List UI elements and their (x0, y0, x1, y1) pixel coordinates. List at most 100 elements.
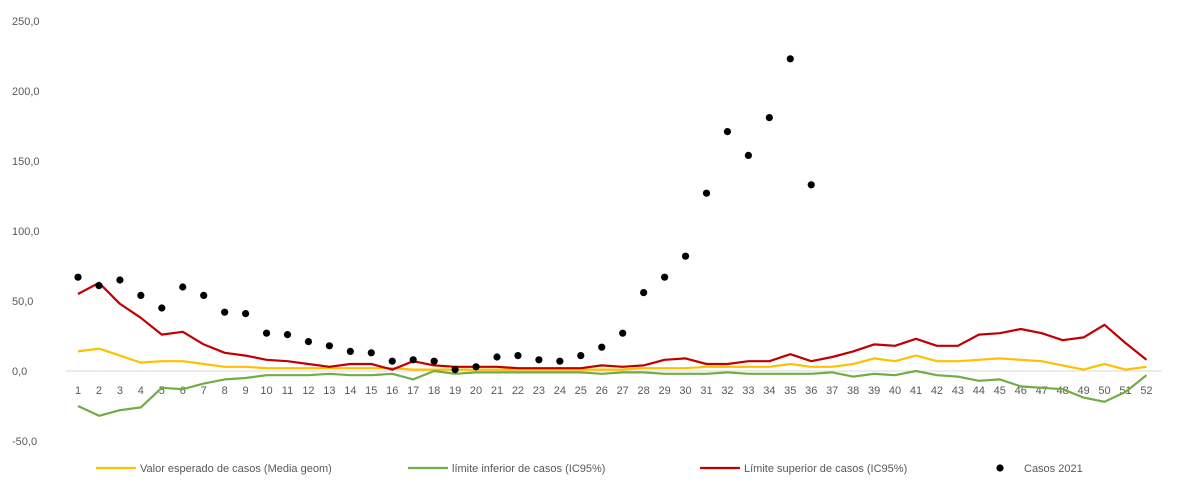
data-point (786, 55, 794, 63)
y-tick-label: 50,0 (12, 296, 33, 308)
x-tick-label: 49 (1077, 385, 1089, 397)
data-point (388, 357, 396, 365)
x-tick-label: 23 (533, 385, 545, 397)
x-tick-label: 16 (386, 385, 398, 397)
x-tick-label: 2 (96, 385, 102, 397)
x-tick-label: 14 (344, 385, 356, 397)
data-point (577, 352, 585, 360)
data-point (598, 343, 606, 351)
x-tick-label: 37 (826, 385, 838, 397)
data-point (451, 366, 459, 374)
data-point (179, 283, 187, 291)
legend-label-1: límite inferior de casos (IC95%) (452, 463, 605, 475)
x-tick-label: 33 (742, 385, 754, 397)
x-tick-label: 34 (763, 385, 775, 397)
x-tick-label: 50 (1098, 385, 1110, 397)
data-point (158, 304, 166, 312)
y-tick-label: 100,0 (12, 226, 40, 238)
data-point (514, 352, 522, 360)
data-point (367, 349, 375, 357)
x-tick-label: 12 (302, 385, 314, 397)
x-tick-label: 31 (700, 385, 712, 397)
data-point (681, 252, 690, 260)
series-lines (77, 281, 1148, 417)
data-point (409, 356, 417, 364)
x-tick-label: 30 (679, 385, 691, 397)
x-tick-label: 32 (721, 385, 733, 397)
y-tick-label: 250,0 (12, 16, 40, 28)
data-point (95, 282, 103, 290)
x-tick-label: 38 (847, 385, 859, 397)
x-tick-label: 9 (243, 385, 249, 397)
y-axis-ticks: 250,0 200,0 150,0 100,0 50,0 0,0 -50,0 (12, 16, 40, 448)
data-point (493, 353, 501, 361)
x-tick-label: 8 (222, 385, 228, 397)
x-axis-ticks: 1 2 3 4 5 6 7 8 9 10 11 12 13 14 15 16 17 18 19 20 21 22 23 24 2… (75, 385, 1153, 397)
series-line-2 (77, 281, 1148, 371)
legend-swatch-3 (996, 464, 1004, 472)
data-point (535, 356, 543, 364)
y-tick-label: -50,0 (12, 436, 37, 448)
data-point (304, 338, 313, 346)
x-tick-label: 39 (868, 385, 880, 397)
x-tick-label: 29 (658, 385, 670, 397)
x-tick-label: 46 (1015, 385, 1027, 397)
x-tick-label: 19 (449, 385, 461, 397)
x-tick-label: 42 (931, 385, 943, 397)
data-point (137, 291, 145, 299)
data-point (325, 342, 333, 350)
x-tick-label: 6 (180, 385, 186, 397)
x-tick-label: 24 (554, 385, 566, 397)
x-tick-label: 11 (282, 385, 293, 397)
x-tick-label: 17 (407, 385, 419, 397)
data-point (661, 273, 669, 281)
y-tick-label: 150,0 (12, 156, 40, 168)
x-tick-label: 40 (889, 385, 901, 397)
data-point (807, 181, 815, 189)
x-tick-label: 27 (617, 385, 629, 397)
x-tick-label: 10 (260, 385, 272, 397)
x-tick-label: 22 (512, 385, 524, 397)
legend: Valor esperado de casos (Media geom) lími… (96, 463, 1083, 475)
data-point (619, 329, 627, 337)
data-point (262, 329, 271, 337)
series-line-1 (77, 369, 1148, 417)
x-tick-label: 35 (784, 385, 796, 397)
data-point (200, 291, 208, 299)
data-point (346, 347, 354, 355)
y-tick-label: 0,0 (12, 366, 27, 378)
legend-label-3: Casos 2021 (1024, 463, 1083, 475)
x-tick-label: 7 (201, 385, 207, 397)
data-point (640, 289, 648, 297)
data-point (221, 308, 229, 316)
x-tick-label: 13 (323, 385, 335, 397)
x-tick-label: 21 (491, 385, 503, 397)
x-tick-label: 20 (470, 385, 482, 397)
x-tick-label: 25 (575, 385, 587, 397)
legend-label-0: Valor esperado de casos (Media geom) (140, 463, 332, 475)
x-tick-label: 18 (428, 385, 440, 397)
series-line-0 (77, 347, 1147, 371)
data-point (430, 357, 438, 365)
data-point (242, 310, 250, 318)
x-tick-label: 5 (159, 385, 165, 397)
data-point (472, 363, 480, 371)
x-tick-label: 44 (973, 385, 985, 397)
x-tick-label: 43 (952, 385, 964, 397)
data-point (74, 273, 82, 281)
data-point (702, 189, 711, 197)
data-point (744, 151, 753, 159)
x-tick-label: 15 (365, 385, 377, 397)
y-tick-label: 200,0 (12, 86, 40, 98)
data-point (723, 128, 732, 136)
x-tick-label: 45 (994, 385, 1006, 397)
x-tick-label: 36 (805, 385, 817, 397)
data-point (556, 357, 564, 365)
legend-label-2: Límite superior de casos (IC95%) (744, 463, 907, 475)
x-tick-label: 41 (910, 385, 922, 397)
x-tick-label: 3 (117, 385, 123, 397)
x-tick-label: 1 (75, 385, 81, 397)
x-tick-label: 4 (138, 385, 144, 397)
